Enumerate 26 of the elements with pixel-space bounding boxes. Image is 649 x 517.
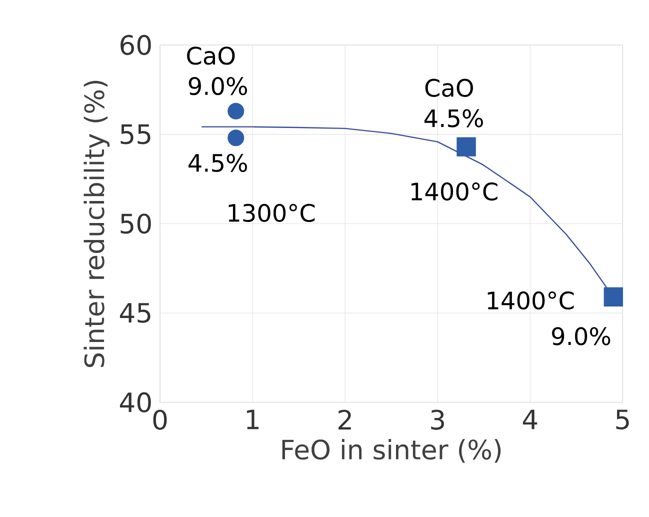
annotation: 9.0% [552, 327, 610, 346]
x-tick-label: 4 [522, 410, 538, 430]
y-tick-label: 60 [120, 34, 151, 56]
annotation: 1300°C [228, 204, 315, 222]
x-tick-label: 2 [338, 410, 351, 430]
x-tick-label: 1 [246, 410, 259, 430]
annotation: 1400°C [412, 182, 498, 201]
annotation: CaO [187, 46, 235, 65]
annotation: 1400°C [488, 291, 574, 310]
x-tick-label: 0 [153, 410, 167, 430]
point [456, 137, 476, 156]
y-axis-title: Sinter reducibility (%) [84, 80, 110, 368]
y-tick-label: 55 [120, 124, 150, 144]
point [604, 287, 624, 307]
y-tick-label: 45 [120, 303, 150, 323]
x-axis-title: FeO in sinter (%) [282, 439, 501, 463]
x-tick-label: 3 [431, 410, 444, 430]
annotation: 4.5% [424, 109, 483, 128]
x-tick-label: 5 [616, 410, 629, 430]
annotation: CaO [425, 78, 473, 97]
point [228, 102, 244, 120]
y-tick-label: 40 [120, 392, 151, 412]
annotation: 4.5% [188, 154, 247, 172]
annotation: 9.0% [188, 77, 247, 96]
y-tick-label: 50 [120, 214, 151, 234]
point [228, 130, 244, 146]
